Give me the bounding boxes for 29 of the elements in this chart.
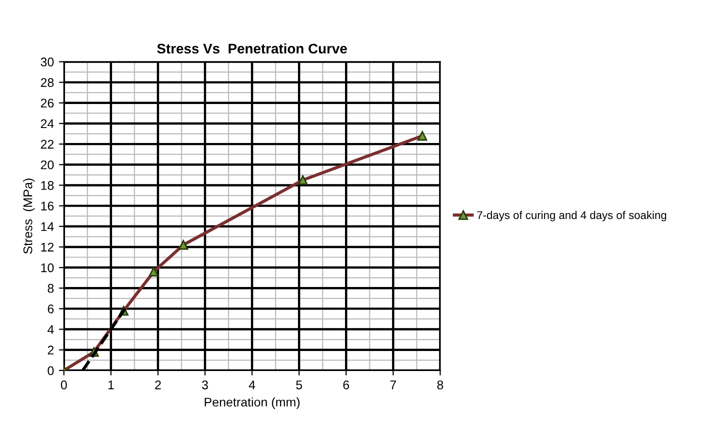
legend-label: 7-days of curing and 4 days of soaking [477, 210, 666, 222]
x-tick-label: 7 [390, 380, 396, 390]
y-axis-title: Stress (MPa) [23, 178, 35, 254]
y-tick-label: 8 [48, 284, 54, 293]
x-tick-label: 6 [343, 380, 350, 390]
y-tick-label: 6 [48, 304, 54, 314]
y-tick-label: 28 [40, 78, 54, 87]
y-tick-label: 18 [41, 181, 54, 190]
x-tick-label: 3 [202, 380, 208, 390]
x-axis-title: Penetration (mm) [204, 397, 300, 410]
y-tick-label: 30 [40, 58, 54, 66]
y-tick-label: 26 [40, 98, 54, 108]
x-tick-label: 4 [248, 380, 256, 390]
y-tick-label: 4 [48, 325, 54, 334]
y-tick-label: 12 [41, 242, 54, 252]
y-tick-label: 22 [40, 140, 54, 149]
y-tick-label: 24 [40, 119, 54, 128]
x-tick-label: 0 [60, 380, 67, 390]
x-tick-label: 8 [437, 380, 444, 390]
y-tick-label: 20 [40, 160, 54, 170]
y-tick-label: 16 [41, 202, 54, 210]
y-tick-label: 0 [48, 366, 54, 376]
x-tick-label: 1 [108, 380, 114, 390]
x-tick-label: 5 [296, 380, 302, 390]
y-tick-label: 10 [41, 263, 54, 272]
y-tick-label: 2 [48, 346, 54, 354]
x-tick-label: 2 [155, 380, 161, 390]
chart-title: Stress Vs Penetration Curve [157, 43, 347, 54]
y-tick-label: 14 [41, 222, 54, 231]
